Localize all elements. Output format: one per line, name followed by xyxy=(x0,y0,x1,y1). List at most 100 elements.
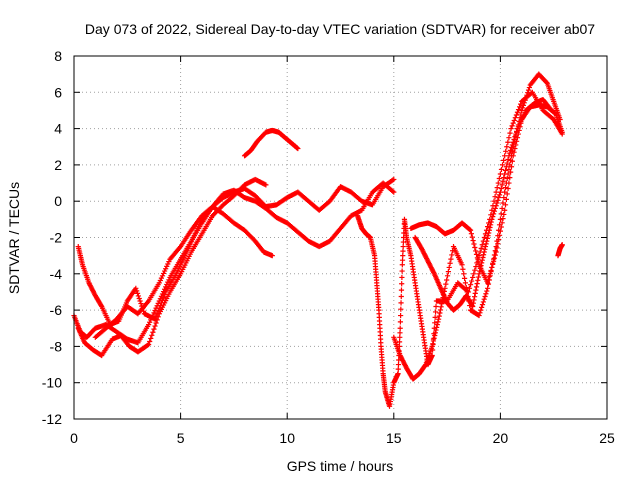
data-point xyxy=(525,90,531,96)
data-point xyxy=(153,320,159,326)
data-point xyxy=(496,192,503,198)
data-point xyxy=(514,135,521,141)
data-point xyxy=(157,277,163,284)
data-point xyxy=(437,307,444,313)
data-point xyxy=(490,211,497,217)
data-point xyxy=(395,371,401,377)
data-point xyxy=(138,300,144,307)
data-point xyxy=(136,295,142,302)
data-point xyxy=(479,304,485,310)
data-point xyxy=(481,249,487,255)
data-point xyxy=(479,260,485,266)
x-tick-label: 5 xyxy=(177,430,185,446)
data-point xyxy=(485,233,491,239)
data-point xyxy=(511,117,517,124)
data-point xyxy=(153,313,159,320)
data-point xyxy=(443,281,449,287)
data-point xyxy=(165,261,171,267)
y-tick-label: 2 xyxy=(54,157,62,173)
y-tick-label: -8 xyxy=(50,338,63,354)
data-point xyxy=(433,303,439,310)
data-point xyxy=(491,198,497,204)
data-point xyxy=(521,100,527,106)
data-point xyxy=(149,332,155,338)
data-point xyxy=(398,300,404,306)
data-point xyxy=(134,290,141,297)
data-point xyxy=(475,274,482,280)
data-point xyxy=(155,308,161,314)
data-point xyxy=(156,280,162,286)
data-point xyxy=(150,329,156,335)
data-point xyxy=(473,248,479,254)
data-point xyxy=(494,200,500,206)
data-point xyxy=(490,261,496,267)
data-point xyxy=(502,207,508,213)
data-point xyxy=(519,105,526,111)
data-point xyxy=(511,149,517,155)
data-point xyxy=(390,177,396,183)
data-point xyxy=(469,278,475,284)
data-point xyxy=(506,153,512,159)
data-point xyxy=(399,257,406,263)
data-point xyxy=(516,104,523,110)
data-point xyxy=(396,339,403,345)
data-point xyxy=(469,234,475,240)
data-point xyxy=(398,312,404,319)
data-point xyxy=(497,189,503,195)
data-point xyxy=(397,325,403,331)
data-point xyxy=(398,306,404,312)
data-point xyxy=(470,300,476,306)
x-tick-label: 25 xyxy=(599,430,615,446)
data-point xyxy=(439,301,445,307)
data-point xyxy=(483,291,489,297)
data-point xyxy=(449,252,455,258)
data-point xyxy=(474,281,480,287)
data-point xyxy=(484,238,490,244)
data-point xyxy=(507,150,513,156)
data-point xyxy=(295,145,301,152)
data-point xyxy=(399,281,405,287)
data-point xyxy=(446,264,452,271)
data-point xyxy=(162,292,168,298)
data-point xyxy=(98,302,104,308)
data-point xyxy=(491,255,498,261)
data-point xyxy=(397,319,404,325)
data-point xyxy=(163,266,169,272)
data-point xyxy=(467,282,474,288)
data-point xyxy=(505,156,511,163)
data-point xyxy=(506,180,512,186)
data-point xyxy=(524,92,530,98)
data-point xyxy=(497,216,503,222)
data-point xyxy=(164,263,170,269)
data-point xyxy=(473,284,480,290)
data-point xyxy=(471,297,477,303)
data-point xyxy=(526,84,532,91)
data-points xyxy=(71,71,565,409)
data-point xyxy=(493,203,499,209)
data-point xyxy=(491,208,498,214)
y-tick-label: -2 xyxy=(50,230,63,246)
data-point xyxy=(510,120,516,126)
data-point xyxy=(431,335,437,341)
data-point xyxy=(399,262,405,268)
data-point xyxy=(160,294,167,300)
y-tick-label: -6 xyxy=(50,302,63,318)
data-point xyxy=(470,303,476,310)
data-point xyxy=(500,178,506,184)
data-point xyxy=(496,232,503,238)
data-point xyxy=(486,227,492,233)
x-tick-label: 20 xyxy=(493,430,509,446)
data-point xyxy=(476,271,482,277)
data-point xyxy=(475,277,481,283)
data-point xyxy=(479,242,485,248)
data-point xyxy=(471,241,477,247)
data-point xyxy=(506,166,512,173)
data-point xyxy=(484,288,490,294)
data-point xyxy=(559,129,565,135)
data-point xyxy=(433,327,439,333)
data-point xyxy=(512,134,518,140)
data-point xyxy=(495,180,501,186)
data-point xyxy=(501,211,507,218)
data-point xyxy=(486,274,492,280)
